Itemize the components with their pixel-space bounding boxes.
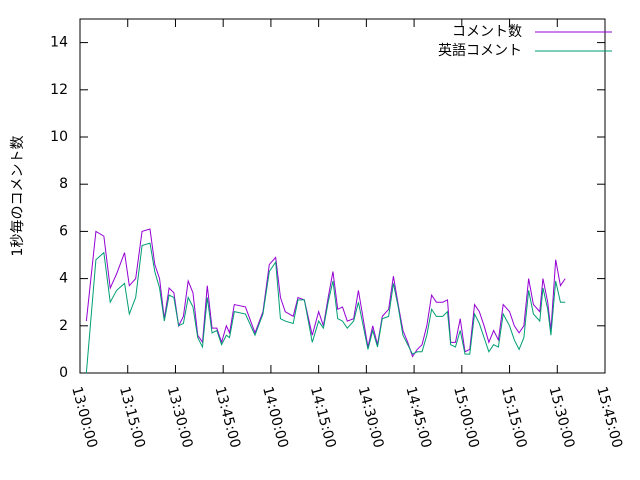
x-tick-label: 15:45:00	[593, 385, 625, 450]
x-tick-label: 14:15:00	[307, 385, 339, 450]
y-tick-label: 10	[50, 129, 68, 145]
x-tick-label: 13:15:00	[116, 385, 148, 450]
x-tick-label: 13:30:00	[164, 385, 196, 450]
x-tick-label: 14:00:00	[259, 385, 291, 450]
x-tick-label: 15:15:00	[498, 385, 530, 450]
y-tick-label: 2	[59, 318, 68, 334]
x-tick-label: 13:45:00	[211, 385, 243, 450]
y-axis-label: 1秒毎のコメント数	[10, 136, 26, 257]
x-tick-label: 14:45:00	[402, 385, 434, 450]
plot-frame	[79, 18, 606, 374]
legend-label: 英語コメント	[438, 42, 522, 59]
y-tick-label: 8	[59, 176, 68, 192]
x-tick-label: 15:30:00	[546, 385, 578, 450]
legend-label: コメント数	[452, 24, 522, 40]
y-tick-label: 14	[50, 35, 68, 51]
x-tick-label: 14:30:00	[355, 385, 387, 450]
x-tick-label: 13:00:00	[68, 385, 100, 450]
y-tick-label: 4	[59, 271, 68, 287]
x-tick-label: 15:00:00	[450, 385, 482, 450]
y-tick-label: 12	[50, 82, 68, 98]
series-line	[85, 242, 566, 374]
series-line	[85, 228, 566, 358]
y-tick-label: 6	[59, 223, 68, 239]
y-tick-label: 0	[59, 365, 68, 381]
